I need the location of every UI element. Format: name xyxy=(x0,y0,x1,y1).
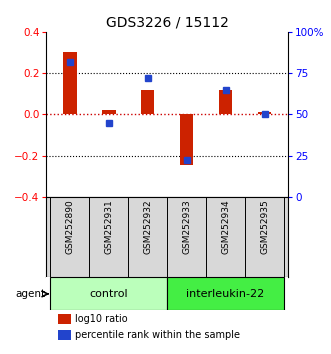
Text: GSM252931: GSM252931 xyxy=(104,199,113,254)
Text: GSM252935: GSM252935 xyxy=(260,199,269,254)
Bar xyxy=(102,110,116,114)
Text: control: control xyxy=(89,289,128,299)
Text: agent: agent xyxy=(16,289,46,299)
Bar xyxy=(180,114,193,165)
Bar xyxy=(63,52,76,114)
Bar xyxy=(219,90,232,114)
Bar xyxy=(258,112,271,114)
Text: GSM252933: GSM252933 xyxy=(182,199,191,254)
Bar xyxy=(141,90,155,114)
Bar xyxy=(167,278,284,310)
Bar xyxy=(59,314,71,324)
Text: GSM252890: GSM252890 xyxy=(65,199,74,254)
Bar xyxy=(59,330,71,340)
Bar xyxy=(50,278,167,310)
Text: percentile rank within the sample: percentile rank within the sample xyxy=(75,330,240,340)
Text: interleukin-22: interleukin-22 xyxy=(186,289,265,299)
Text: GSM252932: GSM252932 xyxy=(143,199,152,254)
Text: GSM252934: GSM252934 xyxy=(221,199,230,254)
Text: log10 ratio: log10 ratio xyxy=(75,314,128,324)
Title: GDS3226 / 15112: GDS3226 / 15112 xyxy=(106,15,229,29)
